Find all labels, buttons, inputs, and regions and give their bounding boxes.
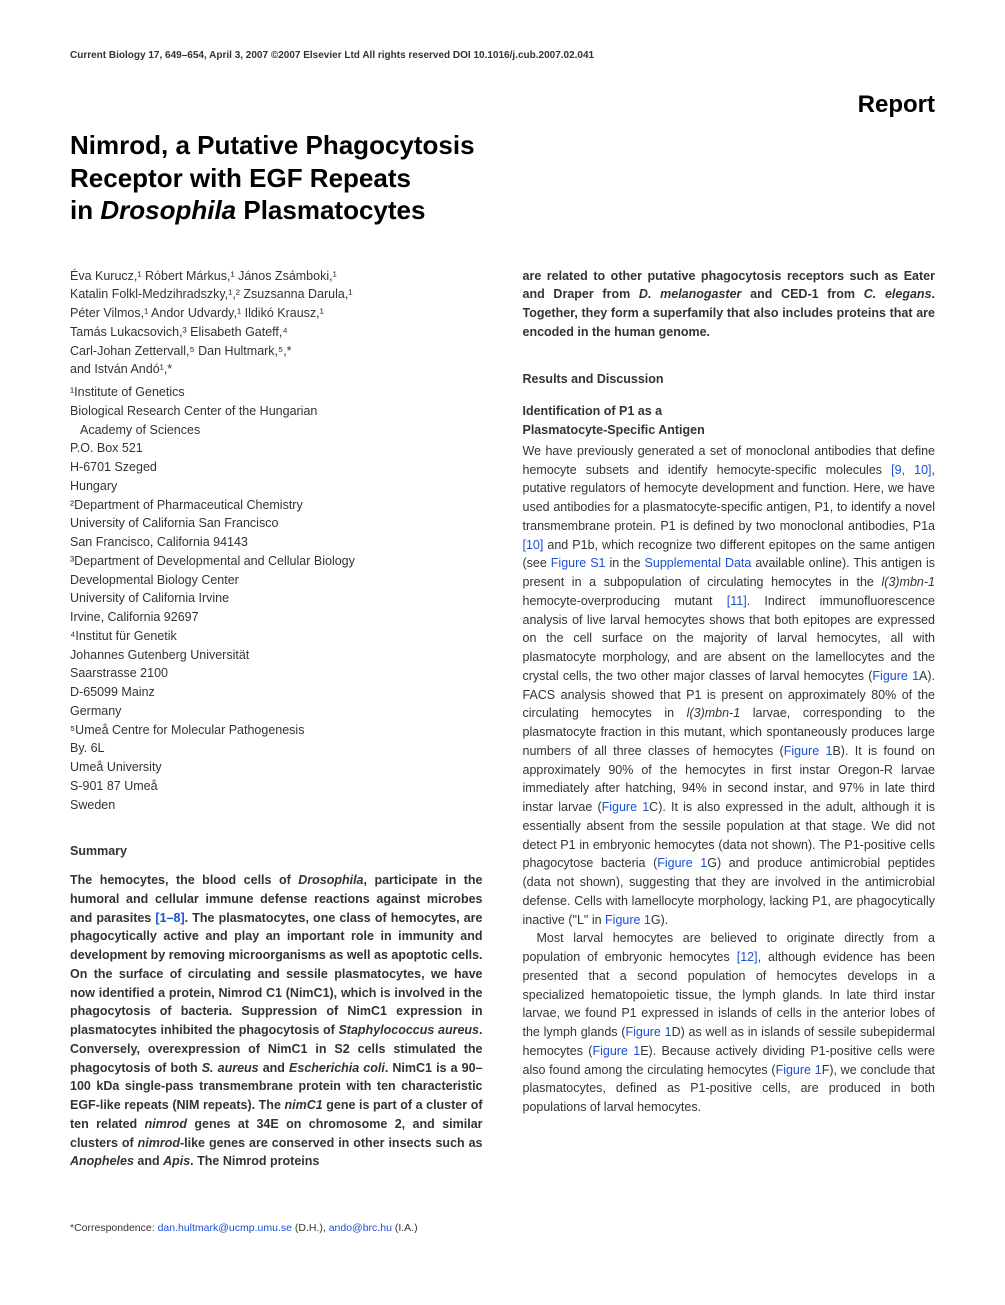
right-column: are related to other putative phagocytos… [523, 267, 936, 1237]
text-em: C. elegans [864, 287, 932, 301]
running-head: Current Biology 17, 649–654, April 3, 20… [70, 50, 935, 61]
corr-label: *Correspondence: [70, 1222, 158, 1234]
two-column-layout: Éva Kurucz,¹ Róbert Márkus,¹ János Zsámb… [70, 267, 935, 1237]
text: hemocyte-overproducing mutant [523, 594, 727, 608]
text: and [134, 1154, 163, 1168]
title-line3b: Plasmatocytes [236, 195, 425, 225]
figure-link[interactable]: Figure 1 [657, 856, 707, 870]
affil-line: D-65099 Mainz [70, 683, 483, 702]
text: and [259, 1061, 289, 1075]
text-em: Apis [163, 1154, 190, 1168]
affil-line: H-6701 Szeged [70, 458, 483, 477]
figure-link[interactable]: Figure 1 [605, 913, 651, 927]
author-line: Péter Vilmos,¹ Andor Udvardy,¹ Ildikó Kr… [70, 304, 483, 323]
email-link[interactable]: ando@brc.hu [329, 1222, 392, 1234]
affil-line: University of California Irvine [70, 589, 483, 608]
results-paragraph-1: We have previously generated a set of mo… [523, 442, 936, 930]
affil-line: Developmental Biology Center [70, 571, 483, 590]
affil-line: ³Department of Developmental and Cellula… [70, 552, 483, 571]
text: -like genes are conserved in other insec… [180, 1136, 483, 1150]
figure-link[interactable]: Figure 1 [784, 744, 833, 758]
text: in the [606, 556, 645, 570]
affil-line: Academy of Sciences [70, 421, 483, 440]
affil-line: Saarstrasse 2100 [70, 664, 483, 683]
text: . The Nimrod proteins [190, 1154, 319, 1168]
affiliations: ¹Institute of Genetics Biological Resear… [70, 383, 483, 814]
affil-line: Germany [70, 702, 483, 721]
title-line3-em: Drosophila [100, 195, 236, 225]
citation-link[interactable]: [9, 10] [891, 463, 931, 477]
affil-line: Irvine, California 92697 [70, 608, 483, 627]
citation-link[interactable]: [10] [523, 538, 544, 552]
text: (I.A.) [392, 1222, 418, 1234]
summary-heading: Summary [70, 842, 483, 861]
author-line: Carl-Johan Zettervall,⁵ Dan Hultmark,⁵,* [70, 342, 483, 361]
supplemental-link[interactable]: Supplemental Data [645, 556, 752, 570]
report-label: Report [70, 91, 935, 119]
text: G). [651, 913, 668, 927]
article-title: Nimrod, a Putative Phagocytosis Receptor… [70, 129, 590, 227]
affil-line: Hungary [70, 477, 483, 496]
author-line: Éva Kurucz,¹ Róbert Márkus,¹ János Zsámb… [70, 267, 483, 286]
text-em: Drosophila [298, 873, 363, 887]
title-line3a: in [70, 195, 100, 225]
affil-line: ⁵Umeå Centre for Molecular Pathogenesis [70, 721, 483, 740]
summary-continued: are related to other putative phagocytos… [523, 267, 936, 342]
author-list: Éva Kurucz,¹ Róbert Márkus,¹ János Zsámb… [70, 267, 483, 380]
text-em: nimrod [138, 1136, 180, 1150]
figure-link[interactable]: Figure 1 [625, 1025, 671, 1039]
citation-link[interactable]: [11] [727, 594, 747, 608]
citation-link[interactable]: [1–8] [155, 911, 184, 925]
text: and CED-1 from [741, 287, 863, 301]
figure-link[interactable]: Figure S1 [551, 556, 606, 570]
results-heading: Results and Discussion [523, 370, 936, 389]
title-line1: Nimrod, a Putative Phagocytosis [70, 130, 475, 160]
text: Plasmatocyte-Specific Antigen [523, 423, 705, 437]
affil-line: Biological Research Center of the Hungar… [70, 402, 483, 421]
affil-line: By. 6L [70, 739, 483, 758]
author-line: Tamás Lukacsovich,³ Elisabeth Gateff,⁴ [70, 323, 483, 342]
text-em: Staphylococcus aureus [338, 1023, 479, 1037]
affil-line: Johannes Gutenberg Universität [70, 646, 483, 665]
summary-paragraph: The hemocytes, the blood cells of Drosop… [70, 871, 483, 1171]
text-em: l(3)mbn-1 [882, 575, 936, 589]
title-line2: Receptor with EGF Repeats [70, 163, 411, 193]
figure-link[interactable]: Figure 1 [776, 1063, 822, 1077]
affil-line: University of California San Francisco [70, 514, 483, 533]
left-column: Éva Kurucz,¹ Róbert Márkus,¹ János Zsámb… [70, 267, 483, 1237]
text: We have previously generated a set of mo… [523, 444, 936, 477]
figure-link[interactable]: Figure 1 [602, 800, 650, 814]
affil-line: S-901 87 Umeå [70, 777, 483, 796]
citation-link[interactable]: [12] [737, 950, 758, 964]
author-line: Katalin Folkl-Medzihradszky,¹,² Zsuzsann… [70, 285, 483, 304]
affil-line: ¹Institute of Genetics [70, 383, 483, 402]
correspondence: *Correspondence: dan.hultmark@ucmp.umu.s… [70, 1221, 483, 1237]
results-paragraph-2: Most larval hemocytes are believed to or… [523, 929, 936, 1117]
text-em: Anopheles [70, 1154, 134, 1168]
figure-link[interactable]: Figure 1 [592, 1044, 640, 1058]
text-em: nimC1 [284, 1098, 322, 1112]
text-em: l(3)mbn-1 [687, 706, 741, 720]
text-em: D. melanogaster [639, 287, 742, 301]
subsection-heading: Identification of P1 as a Plasmatocyte-S… [523, 402, 936, 440]
figure-link[interactable]: Figure 1 [872, 669, 919, 683]
affil-line: ⁴Institut für Genetik [70, 627, 483, 646]
text: . The plasmatocytes, one class of hemocy… [70, 911, 483, 1038]
affil-line: San Francisco, California 94143 [70, 533, 483, 552]
email-link[interactable]: dan.hultmark@ucmp.umu.se [158, 1222, 292, 1234]
affil-line: ²Department of Pharmaceutical Chemistry [70, 496, 483, 515]
text-em: nimrod [145, 1117, 187, 1131]
affil-line: P.O. Box 521 [70, 439, 483, 458]
affil-line: Sweden [70, 796, 483, 815]
text-em: S. aureus [202, 1061, 259, 1075]
text: (D.H.), [292, 1222, 329, 1234]
author-line: and István Andó¹,* [70, 360, 483, 379]
text: Identification of P1 as a [523, 404, 663, 418]
text-em: Escherichia coli [289, 1061, 385, 1075]
affil-line: Umeå University [70, 758, 483, 777]
text: The hemocytes, the blood cells of [70, 873, 298, 887]
